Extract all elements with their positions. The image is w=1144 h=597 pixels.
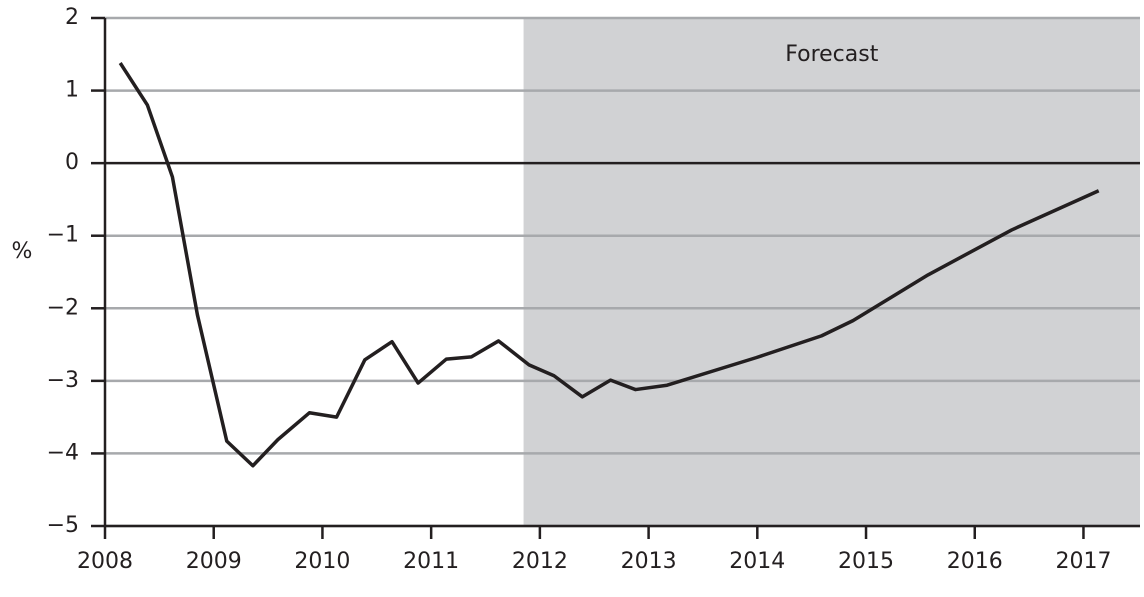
forecast-label: Forecast: [785, 42, 878, 67]
y-tick-label: −4: [47, 440, 79, 465]
x-tick-label: 2016: [947, 549, 1003, 574]
y-axis-label: %: [12, 239, 33, 264]
x-tick-label: 2009: [186, 549, 242, 574]
x-tick-label: 2008: [77, 549, 133, 574]
x-tick-label: 2010: [294, 549, 350, 574]
x-tick-label: 2017: [1055, 549, 1111, 574]
y-tick-label: 0: [65, 150, 79, 175]
y-tick-label: −5: [47, 513, 79, 538]
y-tick-label: 1: [65, 78, 79, 103]
y-tick-label: −2: [47, 295, 79, 320]
x-tick-label: 2014: [729, 549, 785, 574]
y-tick-label: 2: [65, 5, 79, 30]
x-tick-label: 2011: [403, 549, 459, 574]
forecast-region: [523, 18, 1140, 526]
y-tick-label: −3: [47, 368, 79, 393]
data-line: [118, 62, 1100, 468]
x-tick-label: 2012: [512, 549, 568, 574]
x-tick-label: 2013: [621, 549, 677, 574]
x-tick-label: 2015: [838, 549, 894, 574]
y-tick-label: −1: [47, 223, 79, 248]
